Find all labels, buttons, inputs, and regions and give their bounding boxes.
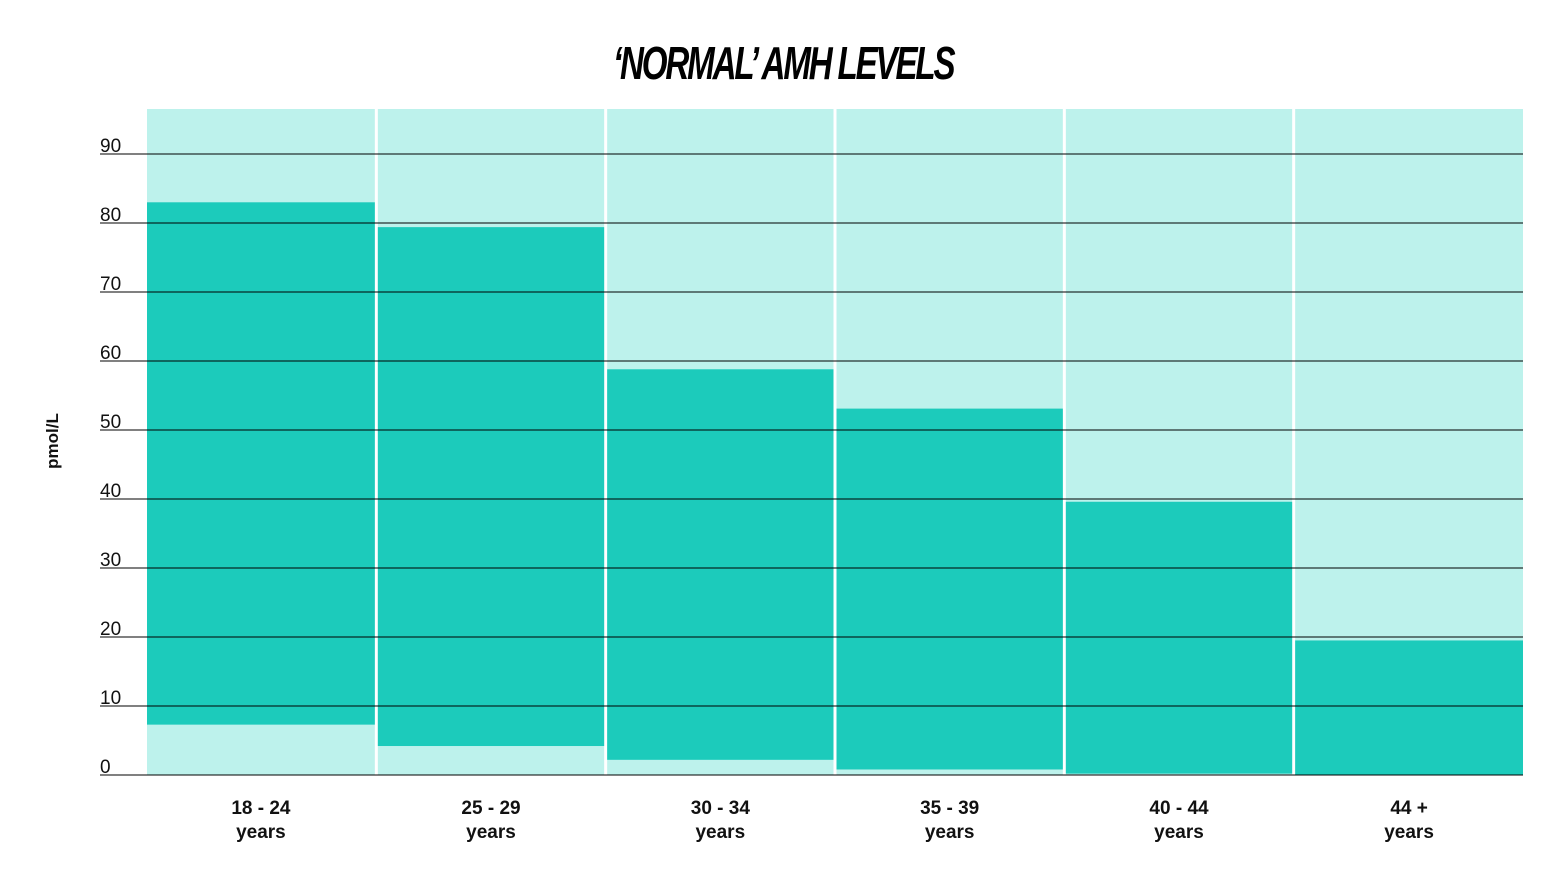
range-bar <box>607 369 834 760</box>
x-tick-label: 30 - 34 <box>691 798 751 819</box>
y-tick-labels: 0 10 20 30 40 50 60 70 80 90 <box>100 136 121 778</box>
y-tick-label: 50 <box>100 412 121 433</box>
x-tick-label: 40 - 44 <box>1149 798 1209 819</box>
x-category-labels: 18 - 24 years 25 - 29 years 30 - 34 years 35 -… <box>231 798 1434 843</box>
x-tick-label-unit: years <box>925 822 975 843</box>
range-bar <box>836 408 1063 770</box>
y-tick-label: 70 <box>100 274 121 295</box>
y-tick-label: 0 <box>100 757 111 778</box>
y-axis-label: pmol/L <box>43 413 62 469</box>
range-bars <box>147 202 1523 775</box>
x-tick-label-unit: years <box>236 822 286 843</box>
x-tick-label: 25 - 29 <box>461 798 520 819</box>
range-bar <box>147 202 375 725</box>
range-bar <box>377 227 605 747</box>
y-tick-label: 10 <box>100 688 121 709</box>
x-tick-label-unit: years <box>466 822 516 843</box>
y-tick-label: 20 <box>100 619 121 640</box>
chart-title: ‘NORMAL’ AMH LEVELS <box>612 37 956 89</box>
x-tick-label-unit: years <box>1154 822 1204 843</box>
x-tick-label: 18 - 24 <box>231 798 291 819</box>
y-tick-label: 80 <box>100 205 121 226</box>
x-tick-label-unit: years <box>1384 822 1434 843</box>
y-tick-label: 40 <box>100 481 121 502</box>
x-tick-label: 35 - 39 <box>920 798 979 819</box>
gridlines <box>100 153 1523 776</box>
y-tick-label: 90 <box>100 136 121 157</box>
y-tick-label: 60 <box>100 343 121 364</box>
x-tick-label: 44 + <box>1390 798 1428 819</box>
y-tick-label: 30 <box>100 550 121 571</box>
range-bar <box>1065 501 1293 774</box>
range-bar <box>1295 640 1523 775</box>
x-tick-label-unit: years <box>695 822 745 843</box>
